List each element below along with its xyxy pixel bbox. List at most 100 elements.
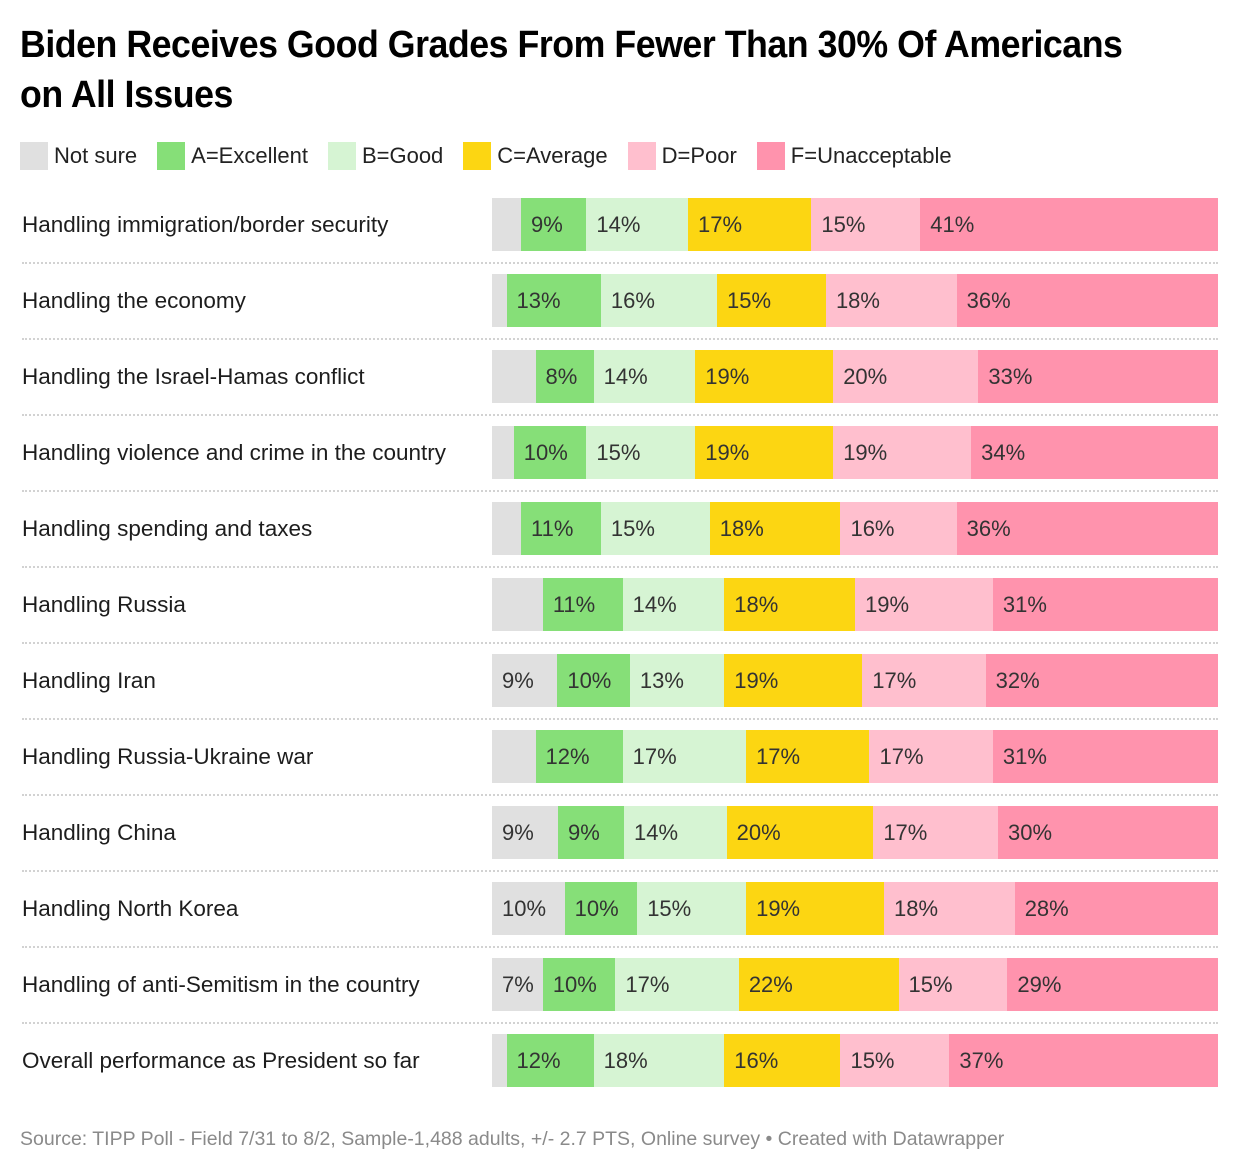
data-label: 36% bbox=[966, 288, 1011, 313]
stacked-bar: 10% 10% 15% 19% 18% 28% bbox=[492, 882, 1218, 935]
data-label: 17% bbox=[625, 972, 670, 997]
data-label: 37% bbox=[959, 1048, 1004, 1073]
row-divider bbox=[22, 794, 1218, 796]
bar-segment-b-good: 15% bbox=[637, 882, 747, 935]
legend-swatch bbox=[627, 142, 656, 170]
data-label: 19% bbox=[843, 440, 888, 465]
data-label: 13% bbox=[516, 288, 561, 313]
legend-swatch bbox=[756, 142, 785, 170]
chart-rows: Handling immigration/border security 9% 14… bbox=[20, 196, 1218, 1108]
bar-segment-not-sure: 7% bbox=[492, 958, 543, 1011]
legend-item: C=Average bbox=[463, 142, 608, 170]
row-divider bbox=[22, 414, 1218, 416]
row-divider bbox=[22, 642, 1218, 644]
bar-segment-c-average: 19% bbox=[695, 350, 834, 403]
bar-segment-b-good: 14% bbox=[622, 578, 725, 631]
data-label: 18% bbox=[894, 896, 939, 921]
bar-segment-d-poor: 17% bbox=[862, 654, 986, 707]
stacked-bar: 12% 18% 16% 15% 37% bbox=[492, 1034, 1218, 1087]
bar-segment-b-good: 14% bbox=[593, 350, 696, 403]
data-label: 30% bbox=[1007, 820, 1053, 845]
data-label: 16% bbox=[610, 288, 655, 313]
category-label: Handling of anti-Semitism in the country bbox=[22, 972, 420, 997]
stacked-bar: 11% 15% 18% 16% 36% bbox=[492, 502, 1218, 555]
bar-segment-not-sure bbox=[492, 502, 522, 555]
bar-segment-not-sure bbox=[492, 1034, 507, 1087]
bar-segment-f-unacceptable: 36% bbox=[956, 502, 1218, 555]
data-label: 15% bbox=[821, 212, 866, 237]
chart-title: Biden Receives Good Grades From Fewer Th… bbox=[20, 24, 1123, 116]
bar-segment-d-poor: 17% bbox=[873, 806, 998, 859]
source-footer: Source: TIPP Poll - Field 7/31 to 8/2, S… bbox=[20, 1128, 1005, 1150]
bar-segment-c-average: 20% bbox=[726, 806, 874, 859]
category-label: Handling North Korea bbox=[22, 896, 239, 921]
data-label: 20% bbox=[843, 364, 888, 389]
data-label: 28% bbox=[1024, 896, 1069, 921]
bar-segment-f-unacceptable: 37% bbox=[949, 1034, 1218, 1087]
chart-row: Handling spending and taxes 11% 15% 18% 16% 3… bbox=[20, 500, 1218, 576]
category-label: Handling Russia-Ukraine war bbox=[22, 744, 314, 769]
chart-row: Handling Russia-Ukraine war 12% 17% 17% 17% 3… bbox=[20, 728, 1218, 804]
bar-segment-b-good: 16% bbox=[600, 274, 718, 327]
data-label: 9% bbox=[568, 820, 600, 845]
chart-row: Handling the Israel-Hamas conflict 8% 14% 1… bbox=[20, 348, 1218, 424]
bar-segment-a-excellent: 13% bbox=[506, 274, 601, 327]
stacked-bar: 9% 14% 17% 15% 41% bbox=[492, 198, 1218, 251]
row-divider bbox=[22, 1022, 1218, 1024]
data-label: 18% bbox=[603, 1048, 648, 1073]
row-divider bbox=[22, 718, 1218, 720]
stacked-bar: 9% 10% 13% 19% 17% 32% bbox=[492, 654, 1218, 707]
bar-segment-not-sure bbox=[492, 730, 536, 783]
legend-label: D=Poor bbox=[661, 143, 737, 168]
category-label: Overall performance as President so far bbox=[22, 1048, 420, 1073]
category-label: Handling China bbox=[22, 820, 176, 845]
row-divider bbox=[22, 870, 1218, 872]
bar-segment-d-poor: 18% bbox=[884, 882, 1015, 935]
bar-segment-c-average: 16% bbox=[724, 1034, 841, 1087]
data-label: 31% bbox=[1002, 744, 1047, 769]
data-label: 17% bbox=[632, 744, 677, 769]
data-label: 17% bbox=[756, 744, 801, 769]
data-label: 19% bbox=[705, 364, 750, 389]
bar-segment-f-unacceptable: 36% bbox=[956, 274, 1218, 327]
bar-segment-d-poor: 15% bbox=[898, 958, 1008, 1011]
bar-segment-a-excellent: 10% bbox=[557, 654, 630, 707]
bar-segment-b-good: 17% bbox=[622, 730, 747, 783]
stacked-bar: 12% 17% 17% 17% 31% bbox=[492, 730, 1218, 783]
bar-segment-not-sure: 9% bbox=[492, 654, 558, 707]
bar-segment-d-poor: 17% bbox=[869, 730, 993, 783]
legend-item: Not sure bbox=[20, 142, 137, 170]
chart-row: Handling Iran 9% 10% 13% 19% 17% 32% bbox=[20, 652, 1218, 728]
category-label: Handling immigration/border security bbox=[22, 212, 389, 237]
bar-segment-c-average: 19% bbox=[724, 654, 863, 707]
bar-segment-c-average: 18% bbox=[724, 578, 855, 631]
data-label: 32% bbox=[995, 668, 1040, 693]
legend-label: A=Excellent bbox=[191, 143, 308, 168]
bar-segment-d-poor: 19% bbox=[833, 426, 972, 479]
data-label: 18% bbox=[734, 592, 779, 617]
chart-row: Handling immigration/border security 9% 14… bbox=[20, 196, 1218, 272]
data-label: 15% bbox=[647, 896, 692, 921]
bar-segment-b-good: 14% bbox=[586, 198, 688, 251]
legend-label: F=Unacceptable bbox=[790, 143, 952, 168]
bar-segment-f-unacceptable: 34% bbox=[971, 426, 1218, 479]
bar-segment-not-sure: 9% bbox=[492, 806, 558, 859]
data-label: 10% bbox=[574, 896, 619, 921]
bar-segment-f-unacceptable: 29% bbox=[1007, 958, 1218, 1011]
bar-segment-b-good: 14% bbox=[624, 806, 727, 859]
data-label: 14% bbox=[634, 820, 679, 845]
row-divider bbox=[22, 338, 1218, 340]
chart-row: Handling Russia 11% 14% 18% 19% 31% bbox=[20, 576, 1218, 652]
bar-segment-f-unacceptable: 32% bbox=[985, 654, 1218, 707]
bar-segment-not-sure bbox=[492, 426, 514, 479]
bar-segment-b-good: 17% bbox=[615, 958, 739, 1011]
category-label: Handling the economy bbox=[22, 288, 246, 313]
data-label: 19% bbox=[864, 592, 910, 617]
data-label: 31% bbox=[1002, 592, 1047, 617]
legend-item: A=Excellent bbox=[157, 142, 308, 170]
data-label: 17% bbox=[879, 744, 924, 769]
bar-segment-b-good: 15% bbox=[600, 502, 710, 555]
data-label: 11% bbox=[531, 516, 574, 541]
data-label: 15% bbox=[610, 516, 655, 541]
data-label: 13% bbox=[639, 668, 684, 693]
